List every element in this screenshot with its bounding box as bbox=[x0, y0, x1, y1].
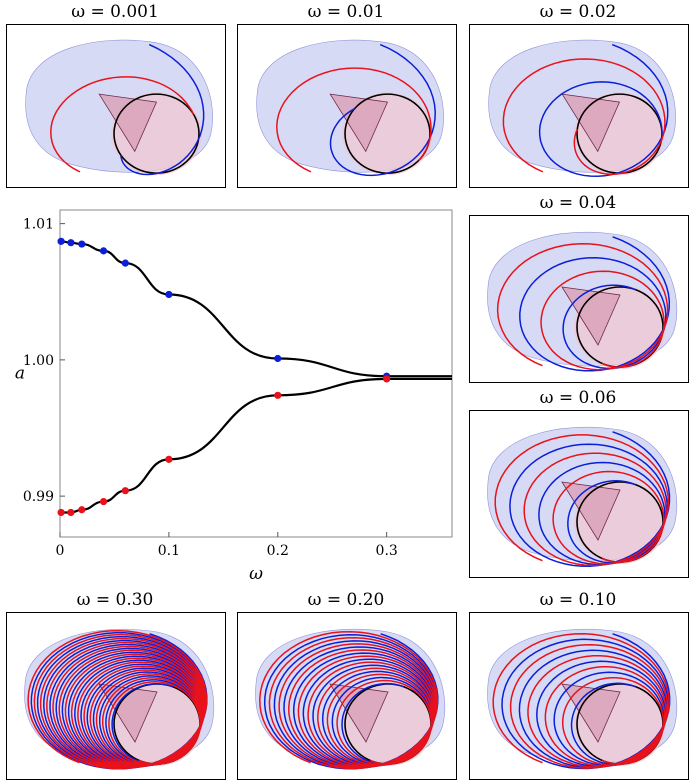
panel-title-010: ω = 0.10 bbox=[539, 590, 617, 610]
panel-omega-002 bbox=[469, 24, 689, 188]
y-tick-label: 0.99 bbox=[23, 489, 54, 505]
x-tick-label: 0 bbox=[56, 543, 65, 559]
panel-title-020: ω = 0.20 bbox=[307, 590, 385, 610]
lower-branch-curve bbox=[61, 377, 452, 514]
red-data-point bbox=[67, 508, 75, 517]
red-data-point bbox=[99, 497, 108, 506]
cone-shape bbox=[98, 93, 158, 153]
y-tick-label: 1.01 bbox=[23, 217, 54, 233]
panel-plot bbox=[255, 629, 446, 770]
red-trajectory bbox=[502, 58, 666, 175]
blue-data-point bbox=[99, 247, 108, 255]
y-tick-label: 1.00 bbox=[23, 353, 54, 369]
blue-trajectory bbox=[509, 431, 671, 567]
x-tick-label: 0.3 bbox=[376, 543, 398, 559]
blue-trajectory bbox=[538, 43, 669, 177]
a-vs-omega-chart: 0 0.1 0.2 0.3 0.99 1.00 1.01 ω a bbox=[15, 209, 453, 584]
panel-title-002: ω = 0.02 bbox=[539, 2, 617, 22]
panel-plot bbox=[488, 39, 676, 177]
blue-trajectory bbox=[519, 236, 671, 372]
red-trajectory bbox=[276, 67, 432, 173]
panel-omega-001 bbox=[237, 24, 457, 188]
panel-title-030: ω = 0.30 bbox=[76, 590, 154, 610]
red-data-point bbox=[121, 487, 129, 495]
red-data-point bbox=[57, 508, 65, 517]
panel-plot bbox=[256, 39, 444, 177]
panel-omega-030 bbox=[6, 612, 226, 780]
panel-plot bbox=[24, 629, 215, 770]
x-tick-label: 0.1 bbox=[158, 543, 180, 559]
red-trajectory bbox=[259, 630, 439, 770]
red-data-point bbox=[383, 375, 391, 383]
blue-trajectory bbox=[120, 43, 205, 176]
cone-shape bbox=[561, 286, 621, 346]
panel-omega-006 bbox=[469, 410, 689, 578]
red-trajectory bbox=[492, 633, 670, 769]
blue-trajectory bbox=[329, 43, 436, 177]
red-trajectory bbox=[27, 629, 208, 770]
panel-title-001: ω = 0.01 bbox=[307, 2, 385, 22]
panel-omega-020 bbox=[237, 612, 457, 780]
panel-omega-0001 bbox=[6, 24, 226, 188]
red-data-point bbox=[165, 455, 173, 463]
red-trajectory bbox=[496, 242, 669, 371]
panel-title-0001: ω = 0.001 bbox=[71, 2, 159, 22]
cone-shape bbox=[561, 93, 621, 153]
blue-data-point bbox=[57, 237, 65, 245]
blue-data-point bbox=[274, 354, 282, 363]
red-trajectory bbox=[50, 76, 195, 173]
panel-title-004: ω = 0.04 bbox=[539, 193, 617, 213]
blue-data-point bbox=[78, 240, 86, 248]
x-axis-label: ω bbox=[249, 564, 263, 584]
panel-plot bbox=[487, 232, 678, 372]
panel-title-006: ω = 0.06 bbox=[539, 388, 617, 408]
panel-plot bbox=[25, 39, 213, 176]
red-data-point bbox=[274, 391, 282, 399]
panel-omega-010 bbox=[469, 612, 689, 780]
panel-plot bbox=[487, 629, 678, 770]
blue-trajectory bbox=[263, 633, 439, 770]
blue-data-point bbox=[121, 259, 129, 267]
red-trajectory bbox=[494, 434, 670, 567]
y-axis-label: a bbox=[15, 364, 25, 384]
x-tick-label: 0.2 bbox=[267, 543, 289, 559]
blue-data-point bbox=[165, 290, 173, 299]
blue-data-point bbox=[67, 239, 75, 247]
cone-shape bbox=[561, 683, 621, 743]
upper-branch-curve bbox=[61, 240, 452, 378]
red-data-point bbox=[78, 506, 86, 514]
blue-trajectory bbox=[501, 633, 671, 770]
panel-plot bbox=[487, 427, 678, 567]
plot-frame bbox=[59, 209, 453, 538]
cone-shape bbox=[329, 93, 389, 153]
cone-shape bbox=[561, 481, 621, 541]
panel-omega-004 bbox=[469, 215, 689, 383]
